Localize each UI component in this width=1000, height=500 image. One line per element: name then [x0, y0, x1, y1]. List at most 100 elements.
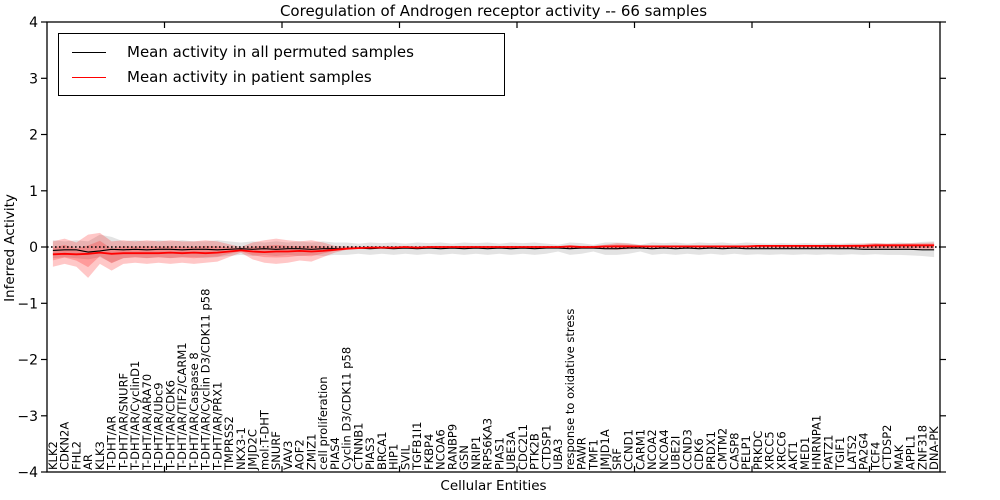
entity-label: T-DHT/AR/ARA70	[140, 374, 154, 471]
entity-label: TMPRSS2	[222, 416, 236, 471]
entity-label: T-DHT/AR/CyclinD1	[128, 361, 142, 471]
entity-label: PAWR	[575, 437, 589, 470]
entity-label: XRCC6	[774, 431, 788, 470]
entity-label: KLK2	[46, 441, 60, 470]
entity-label: ZMIZ1	[304, 434, 318, 470]
series-line-0	[52, 247, 935, 253]
y-tick-label: −1	[17, 296, 38, 312]
entity-label: CDC2L1	[516, 424, 530, 470]
entity-label: MAK	[892, 444, 906, 470]
entity-label: PA2G4	[857, 432, 871, 470]
entity-label: T-DHT/AR/SNURF	[116, 373, 130, 471]
patient-samples-band-core	[52, 240, 935, 268]
entity-label: NCOA4	[657, 429, 671, 470]
entity-label: UBE2I	[669, 436, 683, 470]
entity-label: PIAS4	[328, 437, 342, 470]
entity-label: FHL2	[69, 441, 83, 470]
entity-label: T-DHT/AR/PRX1	[210, 382, 224, 471]
entity-label: SRF	[610, 448, 624, 470]
permuted-line-swatch	[72, 51, 106, 53]
patient-samples-band	[52, 232, 935, 278]
entity-label: CDK6	[692, 438, 706, 470]
legend-label-permuted: Mean activity in all permuted samples	[127, 43, 414, 61]
entity-label: RPS6KA3	[481, 418, 495, 470]
entity-label: TGFB1I1	[410, 422, 424, 471]
entity-label: CDKN2A	[58, 422, 72, 470]
entity-label: GSN	[457, 445, 471, 470]
x-axis-label: Cellular Entities	[440, 478, 547, 494]
entity-label: cell proliferation	[316, 376, 330, 470]
y-axis-label: Inferred Activity	[2, 194, 18, 302]
y-tick-label: 2	[29, 128, 38, 144]
entity-label: PRKDC	[751, 431, 765, 470]
entity-label: mol:T-DHT	[257, 409, 271, 470]
entity-label: CTDSP2	[880, 425, 894, 470]
entity-label: T-DHT/AR/CDK6	[163, 380, 177, 471]
entity-label: PTK2B	[528, 433, 542, 470]
entity-label: HIP1	[387, 444, 401, 470]
entity-label: TMF1	[586, 439, 600, 471]
entity-label: T-DHT/AR/Caspase 8	[187, 352, 201, 471]
entity-label: NCOA2	[645, 429, 659, 470]
entity-label: TGIF1	[833, 437, 847, 471]
entity-label: CTDSP1	[539, 425, 553, 470]
y-tick-label: −4	[17, 465, 38, 481]
entity-label: TCF4	[868, 442, 882, 471]
legend-label-patient: Mean activity in patient samples	[127, 68, 372, 86]
entity-label: CMTM2	[716, 428, 730, 470]
entity-label: CASP8	[727, 433, 741, 470]
entity-label: DNA-PK	[927, 426, 941, 470]
y-tick-label: 0	[29, 240, 38, 256]
y-tick-label: −2	[17, 353, 38, 369]
series-line-1	[52, 244, 935, 256]
entity-label: BRCA1	[375, 431, 389, 470]
legend-item-patient: Mean activity in patient samples	[59, 68, 504, 86]
entity-label: PIAS1	[492, 437, 506, 470]
entity-label: UBA3	[551, 439, 565, 471]
legend: Mean activity in all permuted samples Me…	[58, 33, 505, 96]
entity-label: PRDX1	[704, 431, 718, 470]
entity-label: NRIP1	[469, 436, 483, 470]
entity-label: NCOA6	[434, 429, 448, 470]
entity-label: T-DHT/AR/Cyclin D3/CDK11 p58	[199, 289, 213, 471]
entity-label: SVIL	[398, 444, 412, 470]
entity-label: PELP1	[739, 435, 753, 470]
entity-label: AOF2	[293, 439, 307, 470]
entity-label: XRCC5	[763, 431, 777, 470]
entity-label: T-DHT/AR/TIF2/CARM1	[175, 342, 189, 471]
entity-label: UBE3A	[504, 431, 518, 470]
entity-label: SNURF	[269, 431, 283, 470]
entity-label: VAV3	[281, 441, 295, 470]
entity-label: HNRNPA1	[810, 415, 824, 470]
entity-label: APPL1	[904, 435, 918, 470]
entity-label: T-DHT/AR/Ubc9	[152, 382, 166, 471]
entity-label: PATZ1	[821, 435, 835, 470]
entity-label: CCND1	[622, 429, 636, 470]
patient-line-swatch	[72, 76, 106, 78]
entity-label: FKBP4	[422, 434, 436, 470]
y-tick-label: −3	[17, 409, 38, 425]
entity-label: LATS2	[845, 435, 859, 470]
y-tick-label: 1	[29, 184, 38, 200]
entity-label: CTNNB1	[351, 423, 365, 470]
entity-label: KLK3	[93, 441, 107, 470]
entity-label: CCND3	[680, 429, 694, 470]
entity-label: RANBP9	[445, 424, 459, 470]
entity-label: CARM1	[633, 429, 647, 470]
entity-label: response to oxidative stress	[563, 309, 577, 470]
y-tick-label: 4	[29, 15, 38, 31]
chart-title: Coregulation of Androgen receptor activi…	[279, 2, 708, 20]
entity-label: T-DHT/AR	[105, 416, 119, 471]
entity-label: NKX3-1	[234, 427, 248, 470]
entity-label: AKT1	[786, 441, 800, 470]
entity-label: AR	[81, 454, 95, 470]
y-tick-label: 3	[29, 71, 38, 87]
entity-label: PIAS3	[363, 437, 377, 470]
entity-label: MED1	[798, 437, 812, 470]
entity-label: ZNF318	[915, 425, 929, 470]
legend-item-permuted: Mean activity in all permuted samples	[59, 43, 504, 61]
entity-label: JMJD1A	[598, 429, 612, 471]
entity-label: JMJD2C	[246, 429, 260, 471]
